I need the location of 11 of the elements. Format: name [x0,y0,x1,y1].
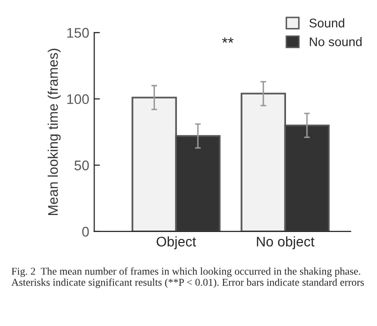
annotation: ** [222,37,234,43]
legend-label: No sound [310,37,362,46]
y-tick-label: 100 [67,94,89,104]
legend-label: Sound [309,18,344,28]
y-tick-label: 0 [82,226,89,237]
caption: Fig. 2 The mean number of frames in which looking occurred in the shaking phase. Asterisks indicate significant results (**P < 0.01). Error bars indicate standard errors [11,267,364,288]
y-tick-label: 50 [74,160,89,170]
x-tick-label: Object [156,236,196,250]
y-axis-title: Mean looking time (frames) [48,48,61,216]
x-tick-label: No object [256,236,314,250]
y-tick-label: 150 [67,28,89,38]
